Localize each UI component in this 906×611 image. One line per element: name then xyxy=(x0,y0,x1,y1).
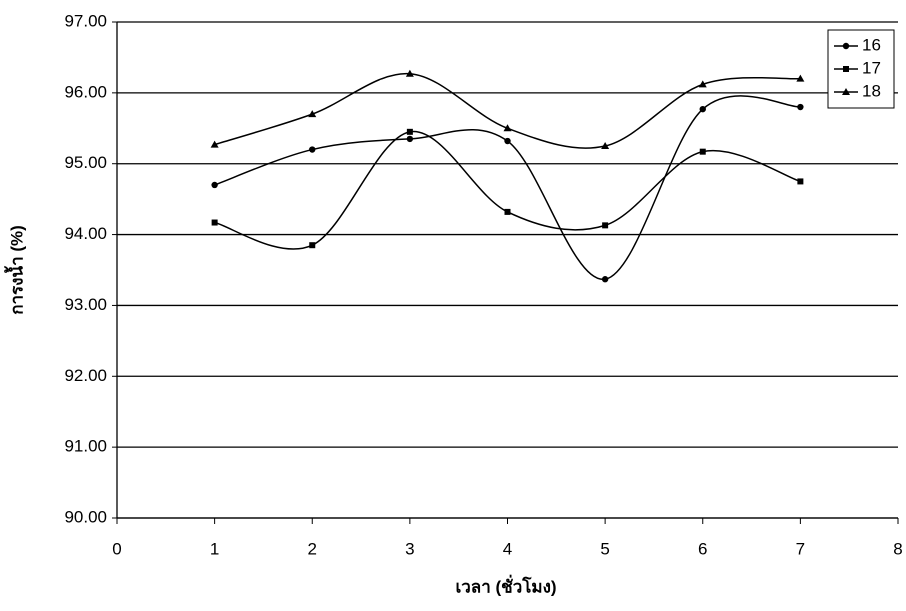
marker xyxy=(699,148,706,155)
y-tick-label: 97.00 xyxy=(64,11,107,30)
marker xyxy=(601,142,610,149)
x-tick-label: 4 xyxy=(503,539,512,558)
marker xyxy=(308,110,317,118)
y-tick-label: 93.00 xyxy=(64,295,107,314)
legend-label: 17 xyxy=(862,58,881,77)
y-tick-label: 94.00 xyxy=(64,224,107,243)
x-tick-label: 6 xyxy=(698,539,707,558)
marker xyxy=(503,124,512,132)
marker xyxy=(309,146,316,153)
marker xyxy=(796,74,805,82)
y-tick-label: 90.00 xyxy=(64,507,107,526)
y-tick-label: 91.00 xyxy=(64,437,107,456)
series-line xyxy=(214,131,801,250)
x-axis-title: เวลา (ชั่วโมง) xyxy=(455,574,556,596)
x-tick-label: 2 xyxy=(308,539,317,558)
y-tick-label: 96.00 xyxy=(64,82,107,101)
marker xyxy=(602,222,609,229)
series-line xyxy=(214,72,801,149)
x-tick-label: 5 xyxy=(600,539,609,558)
marker xyxy=(309,242,316,249)
marker xyxy=(504,137,511,145)
marker xyxy=(842,42,850,50)
x-tick-label: 7 xyxy=(796,539,805,558)
marker xyxy=(842,88,850,95)
x-tick-label: 8 xyxy=(893,539,902,558)
y-axis-title: การงน้ำ (%) xyxy=(3,225,26,315)
x-tick-label: 0 xyxy=(112,539,121,558)
marker xyxy=(406,135,414,143)
marker xyxy=(504,208,511,215)
marker xyxy=(211,181,218,189)
marker xyxy=(843,66,849,72)
marker xyxy=(698,80,707,88)
legend-label: 18 xyxy=(862,81,881,100)
marker xyxy=(405,69,414,77)
x-tick-label: 3 xyxy=(405,539,414,558)
legend-label: 16 xyxy=(862,35,881,54)
marker xyxy=(797,103,804,111)
y-tick-label: 95.00 xyxy=(64,153,107,172)
series-line xyxy=(214,95,801,280)
marker xyxy=(797,178,804,185)
marker xyxy=(406,128,413,135)
y-tick-label: 92.00 xyxy=(64,366,107,385)
marker xyxy=(211,219,218,226)
marker xyxy=(601,276,609,283)
marker xyxy=(699,105,706,113)
marker xyxy=(210,140,219,148)
x-tick-label: 1 xyxy=(210,539,219,558)
